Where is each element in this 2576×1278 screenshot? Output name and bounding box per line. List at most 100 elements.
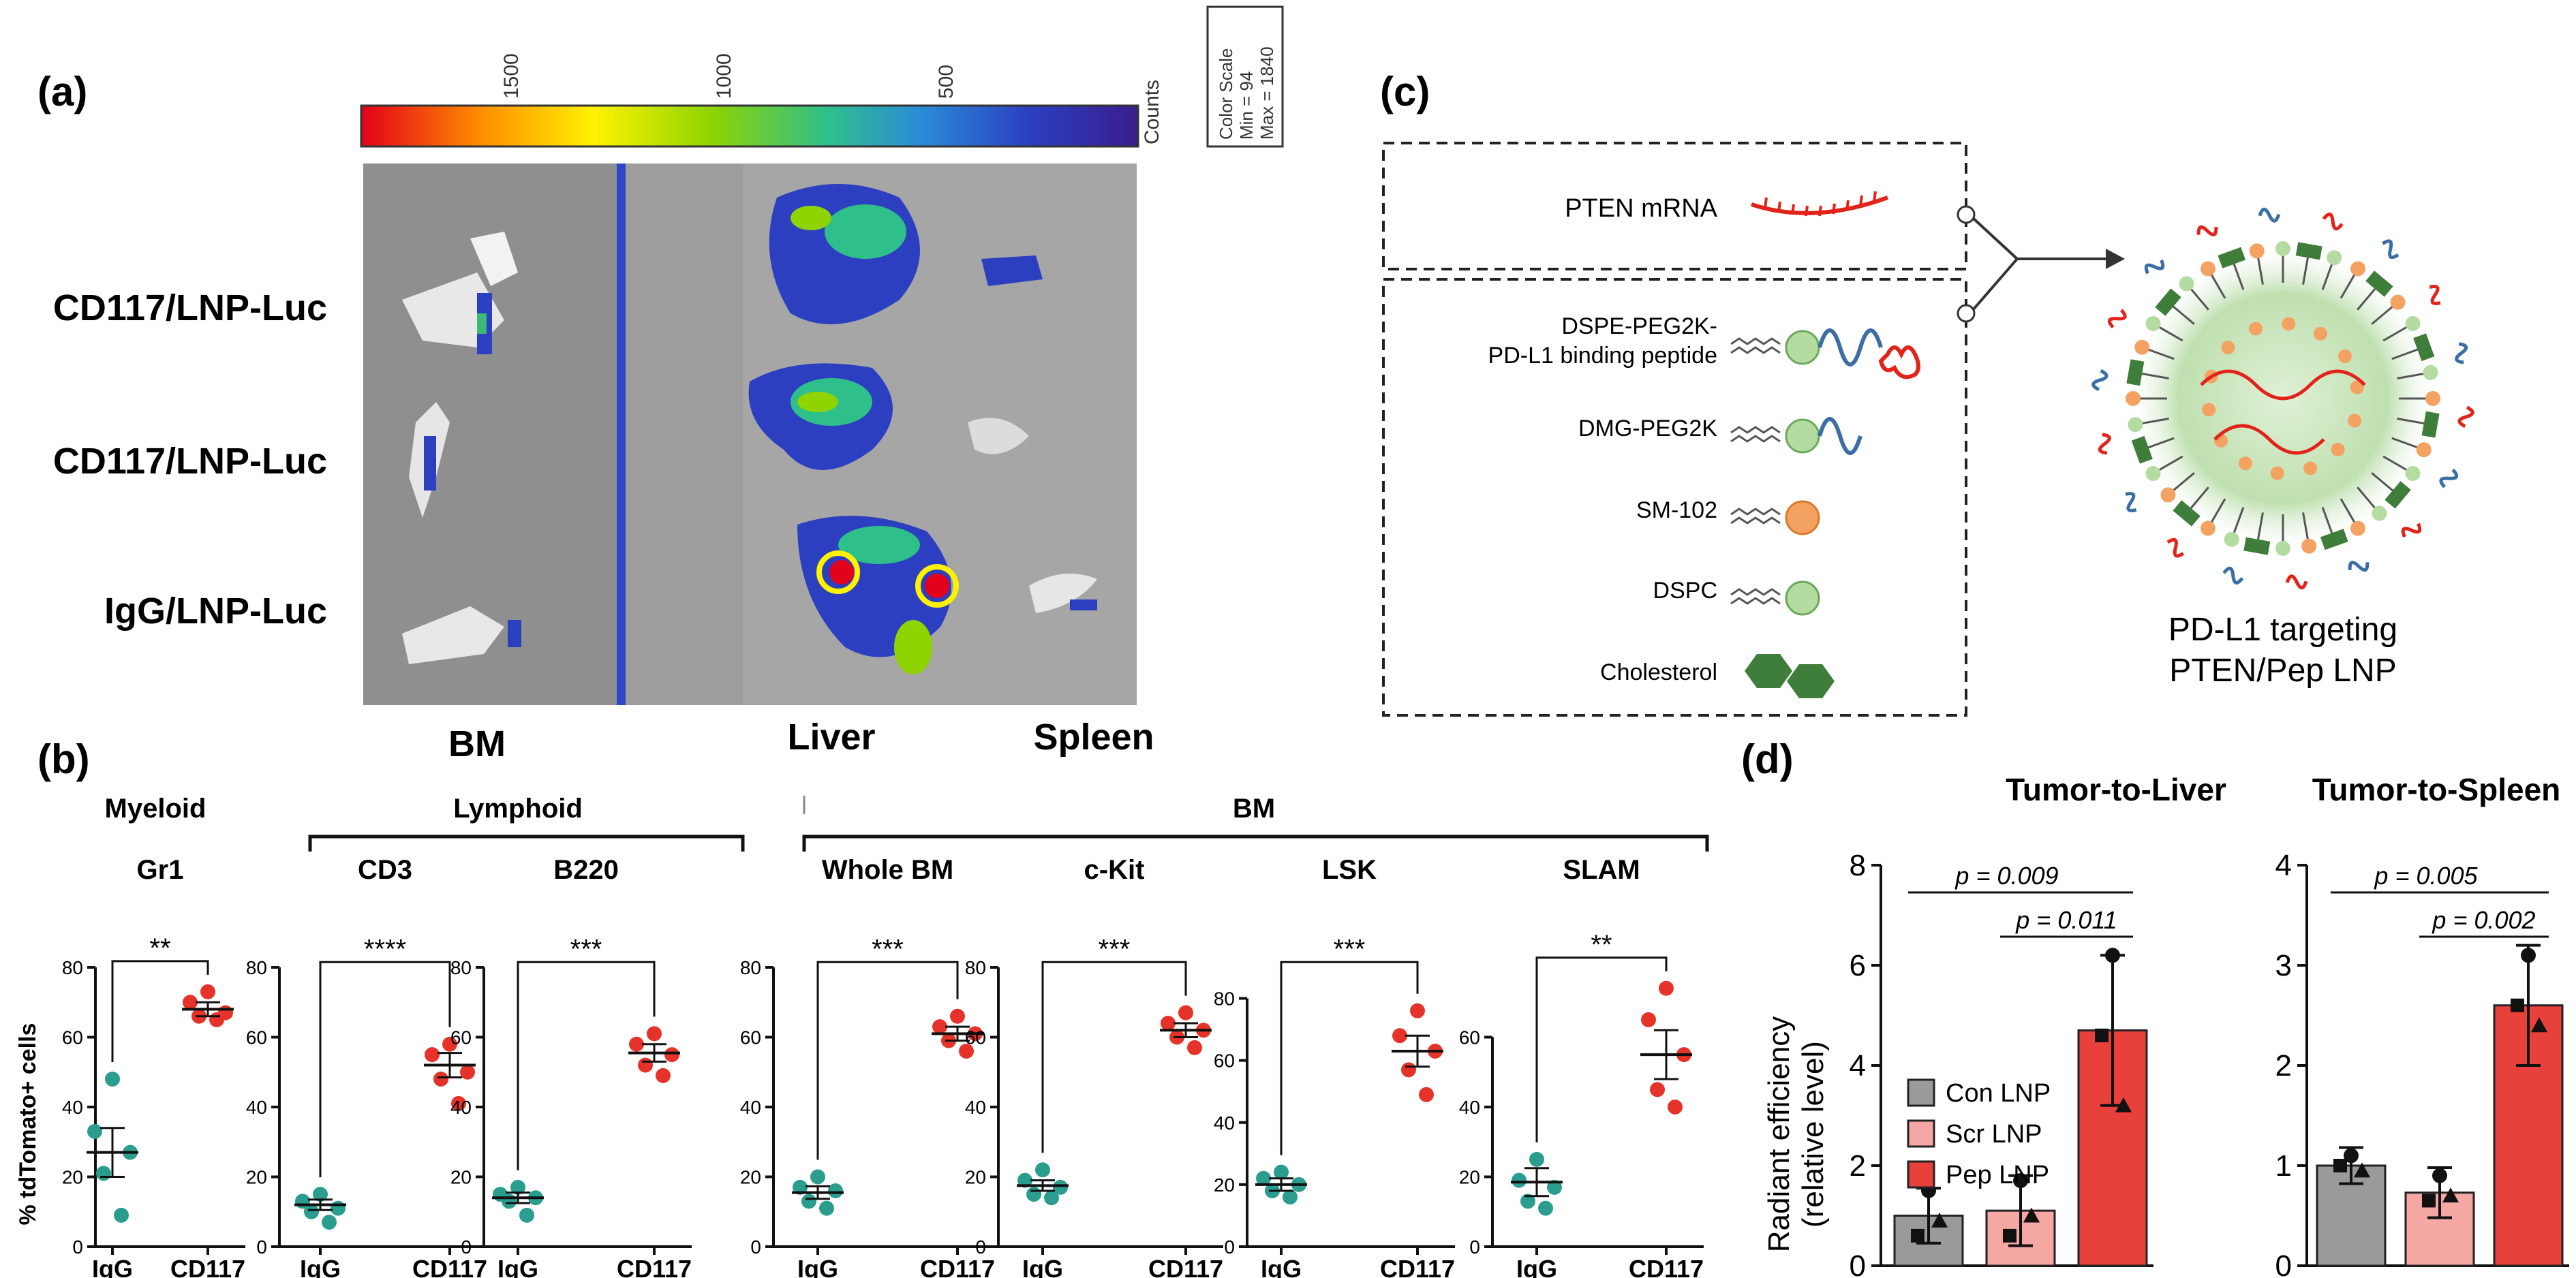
lymphoid-bracket [308,835,745,852]
lnp-headgroup [2201,261,2215,277]
y-tick-label: 3 [2275,949,2292,982]
lnp-surface-ligand [2457,405,2474,428]
data-point [1392,1028,1407,1044]
merge-arrow-icon [1957,205,2125,323]
scatter-plots: Gr1 0 20 40 60 80 IgG CD117 ** CD3 0 20 40 60 80 IgG CD1… [62,855,1704,1278]
data-point [425,1047,440,1063]
lnp-surface-ligand [2107,309,2127,329]
significance-stars: *** [872,934,904,964]
significance-bracket [319,961,451,1178]
data-point [433,1072,448,1087]
color-scale-box: Color Scale Min = 94 Max = 1840 [1206,5,1284,148]
row-label-1: CD117/LNP-Luc [53,287,327,328]
data-point [1538,1200,1553,1216]
scatter-plot-2: B220 0 20 40 60 80 IgG CD117 *** [450,855,692,1278]
data-point [200,984,215,999]
data-point [1410,1003,1425,1018]
lnp-surface-ligand [2429,284,2441,305]
bar-point [2422,1194,2436,1208]
colorbar-tick-1500: 1500 [500,53,523,99]
color-scale-title: Color Scale [1216,48,1236,140]
lnp-inner-lipid [2221,341,2235,355]
x-tick-label: CD117 [170,1255,245,1278]
lnp-headgroup [2416,442,2432,458]
lipid-item-dspc: DSPC [1653,578,1717,604]
lnp-caption-line1: PD-L1 targeting [2168,612,2397,648]
significance-stars: ** [149,933,170,963]
y-tick-label: 60 [1459,1027,1480,1048]
lnp-headgroup [2425,391,2440,406]
y-tick-label: 4 [2275,849,2292,882]
row-label-3: IgG/LNP-Luc [104,591,327,632]
lnp-particle-icon [2091,207,2474,590]
lnp-surface-ligand [2166,537,2185,558]
data-point [442,1036,457,1052]
bar-point [2003,1228,2017,1243]
legend-swatch-scr [1907,1119,1935,1148]
y-tick-label: 60 [1214,1050,1235,1072]
significance-bracket [816,961,959,1160]
bar-point [2531,1017,2547,1033]
lnp-inner-lipid [2248,322,2263,336]
data-point [1529,1151,1544,1167]
bar-point [2511,998,2524,1012]
y-axis-label-d-line2: (relative level) [1796,1041,1830,1228]
lnp-surface-ligand [2285,574,2308,590]
lnp-cholesterol [2173,500,2201,527]
lnp-surface-ligand [2258,207,2281,223]
lnp-inner-lipid [2337,349,2352,364]
data-point [1026,1187,1041,1202]
panel-c-label: (c) [1380,69,1430,114]
data-point [313,1187,328,1202]
dspe-peg-peptide-icon [1730,328,1920,379]
data-point [1668,1100,1683,1115]
data-point [183,995,198,1010]
y-tick-label: 0 [461,1236,472,1258]
data-point [1256,1170,1271,1186]
data-point [510,1179,525,1195]
y-tick-label: 0 [750,1236,761,1258]
x-tick-label: IgG [1022,1255,1063,1278]
data-point [322,1215,337,1230]
bar-plot-title: Tumor-to-Liver [2006,772,2226,807]
y-tick-label: 40 [965,1097,986,1118]
data-point [1044,1190,1059,1206]
group-label-myeloid: Myeloid [105,794,206,824]
legend-label-pep: Pep LNP [1946,1161,2049,1189]
y-tick-label: 0 [1224,1236,1235,1258]
panel-c: (c) PTEN mRNA DSPE-PEG2K- PD-L1 binding … [1380,69,2474,717]
scatter-plot-1: CD3 0 20 40 60 80 IgG CD117 **** [246,855,487,1278]
plot-title: c-Kit [1084,855,1145,885]
data-point [1187,1040,1202,1055]
bar-point [2521,948,2536,963]
row-label-2: CD117/LNP-Luc [53,441,327,482]
legend-label-scr: Scr LNP [1946,1120,2042,1149]
x-tick-label: IgG [497,1255,538,1278]
data-point [331,1200,346,1216]
comparison-pvalue: p = 0.002 [2432,906,2535,934]
lnp-inner-lipid [2350,380,2364,394]
y-tick-label: 20 [740,1167,761,1188]
dmg-peg-icon [1730,417,1862,455]
y-tick-label: 0 [256,1236,267,1258]
data-point [1659,980,1674,996]
significance-bracket [517,961,656,1170]
colorbar-tick-1000: 1000 [713,53,735,99]
lnp-headgroup [2179,276,2194,292]
lnp-surface-ligand [2439,468,2459,488]
y-tick-label: 60 [450,1027,472,1048]
lipid-item-sm102: SM-102 [1636,497,1717,523]
scatter-plot-3: Whole BM 0 20 40 60 80 IgG CD117 *** [740,855,995,1278]
lnp-inner-lipid [2270,466,2284,480]
x-tick-label: CD117 [920,1255,995,1278]
lnp-headgroup [2145,316,2161,331]
bar-point [2354,1162,2370,1178]
y-tick-label: 80 [450,957,472,978]
lnp-surface-ligand [2348,561,2370,572]
lnp-inner-lipid [2331,442,2345,456]
bar-legend: Con LNP Scr LNP Pep LNP [1907,1078,2051,1189]
data-point [1401,1062,1416,1078]
bm-bracket [802,835,1709,852]
bar-point [2432,1168,2447,1183]
color-scale-min: Min = 94 [1236,72,1257,140]
